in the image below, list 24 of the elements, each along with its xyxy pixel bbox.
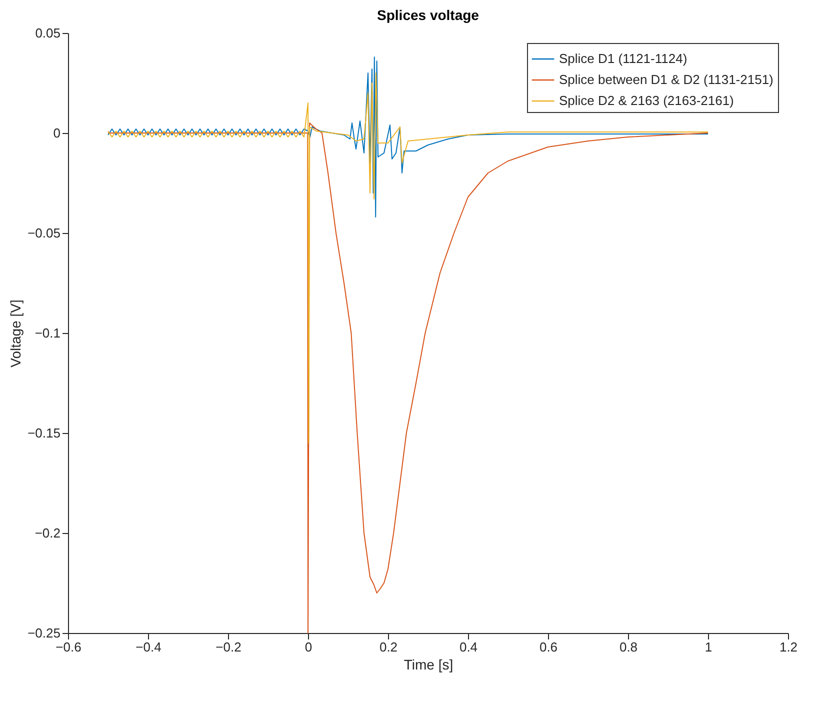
y-tick-label: 0.05 <box>35 26 60 40</box>
y-tick-label: −0.15 <box>28 426 60 440</box>
y-axis-title: Voltage [V] <box>8 300 24 368</box>
y-tick-label: −0.1 <box>34 326 60 340</box>
x-tick-label: 1 <box>704 640 712 654</box>
chart-title: Splices voltage <box>377 7 480 23</box>
x-tick-label: 1.2 <box>779 640 798 654</box>
x-tick-label: 0.2 <box>379 640 398 654</box>
x-axis-title: Time [s] <box>404 656 454 672</box>
legend-label: Splice D1 (1121-1124) <box>559 51 688 66</box>
x-tick-label: −0.4 <box>136 640 162 654</box>
x-tick-label: 0.8 <box>619 640 638 654</box>
x-tick-label: 0.6 <box>539 640 558 654</box>
legend-label: Splice D2 & 2163 (2163-2161) <box>559 93 734 108</box>
y-tick-label: −0.25 <box>28 626 60 640</box>
y-tick-label: −0.2 <box>34 526 60 540</box>
y-tick-label: 0 <box>53 126 60 140</box>
x-tick-label: 0.4 <box>459 640 478 654</box>
x-tick-label: −0.6 <box>56 640 82 654</box>
y-tick-label: −0.05 <box>28 226 60 240</box>
x-tick-label: 0 <box>304 640 312 654</box>
x-tick-label: −0.2 <box>216 640 242 654</box>
line-series <box>108 122 708 634</box>
legend-label: Splice between D1 & D2 (1131-2151) <box>559 72 774 87</box>
